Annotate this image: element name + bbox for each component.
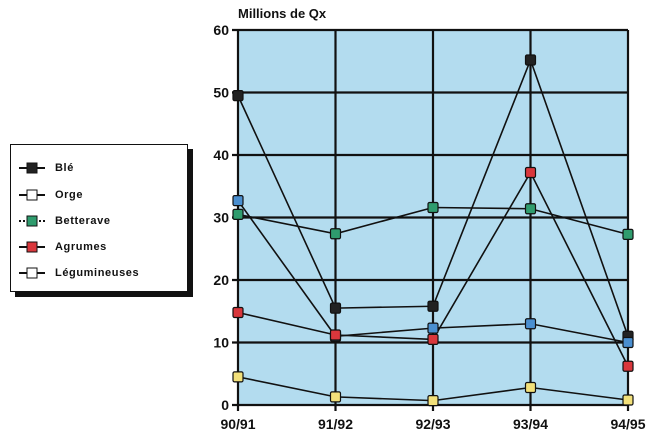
x-tick-label: 94/95 bbox=[610, 416, 645, 432]
legend-item-agrumes: Agrumes bbox=[19, 238, 107, 256]
y-tick-label: 0 bbox=[221, 397, 229, 413]
data-point-3 bbox=[329, 329, 342, 341]
data-point-2 bbox=[427, 201, 439, 214]
data-point-2 bbox=[329, 228, 342, 240]
legend-label-legumineuses: Légumineuses bbox=[55, 267, 140, 279]
legend-marker-betterave bbox=[19, 215, 45, 227]
x-tick-label: 92/93 bbox=[415, 416, 450, 432]
legend-item-betterave: Betterave bbox=[19, 212, 111, 230]
legend-item-legumineuses: Légumineuses bbox=[19, 264, 139, 282]
y-tick-label: 20 bbox=[213, 272, 229, 288]
data-point-3 bbox=[622, 360, 634, 372]
data-point-3 bbox=[232, 306, 244, 319]
y-axis-title: Millions de Qx bbox=[238, 6, 327, 21]
data-point-1 bbox=[622, 336, 634, 349]
data-point-4 bbox=[427, 395, 439, 407]
x-tick-label: 93/94 bbox=[513, 416, 548, 432]
legend: Blé Orge Betterave Agrumes Légumineuses bbox=[10, 144, 188, 292]
legend-marker-agrumes bbox=[19, 241, 45, 253]
legend-marker-legumineuses bbox=[19, 267, 45, 279]
y-tick-label: 60 bbox=[213, 22, 229, 38]
legend-label-betterave: Betterave bbox=[55, 215, 111, 227]
data-point-1 bbox=[427, 322, 439, 334]
data-point-3 bbox=[524, 166, 537, 179]
y-tick-label: 10 bbox=[213, 335, 229, 351]
y-tick-label: 30 bbox=[213, 210, 229, 226]
legend-marker-orge bbox=[19, 189, 45, 201]
data-point-0 bbox=[427, 300, 439, 312]
data-point-0 bbox=[329, 302, 342, 314]
data-point-3 bbox=[427, 333, 439, 345]
legend-label-ble: Blé bbox=[55, 162, 74, 174]
x-tick-label: 90/91 bbox=[220, 416, 255, 432]
y-tick-label: 40 bbox=[213, 147, 229, 163]
data-point-0 bbox=[232, 90, 244, 102]
data-point-1 bbox=[524, 318, 537, 330]
data-point-4 bbox=[524, 381, 537, 394]
data-point-4 bbox=[232, 371, 244, 383]
data-point-2 bbox=[622, 228, 634, 240]
data-point-2 bbox=[232, 208, 244, 220]
data-point-4 bbox=[622, 394, 634, 406]
legend-item-orge: Orge bbox=[19, 186, 83, 204]
data-point-2 bbox=[524, 203, 537, 215]
data-point-4 bbox=[329, 391, 342, 403]
legend-label-orge: Orge bbox=[55, 189, 84, 201]
data-point-0 bbox=[524, 54, 537, 66]
data-point-1 bbox=[232, 195, 244, 207]
legend-marker-ble bbox=[19, 162, 45, 174]
legend-label-agrumes: Agrumes bbox=[55, 241, 107, 253]
x-tick-label: 91/92 bbox=[318, 416, 353, 432]
y-tick-label: 50 bbox=[213, 85, 229, 101]
legend-item-ble: Blé bbox=[19, 159, 74, 177]
